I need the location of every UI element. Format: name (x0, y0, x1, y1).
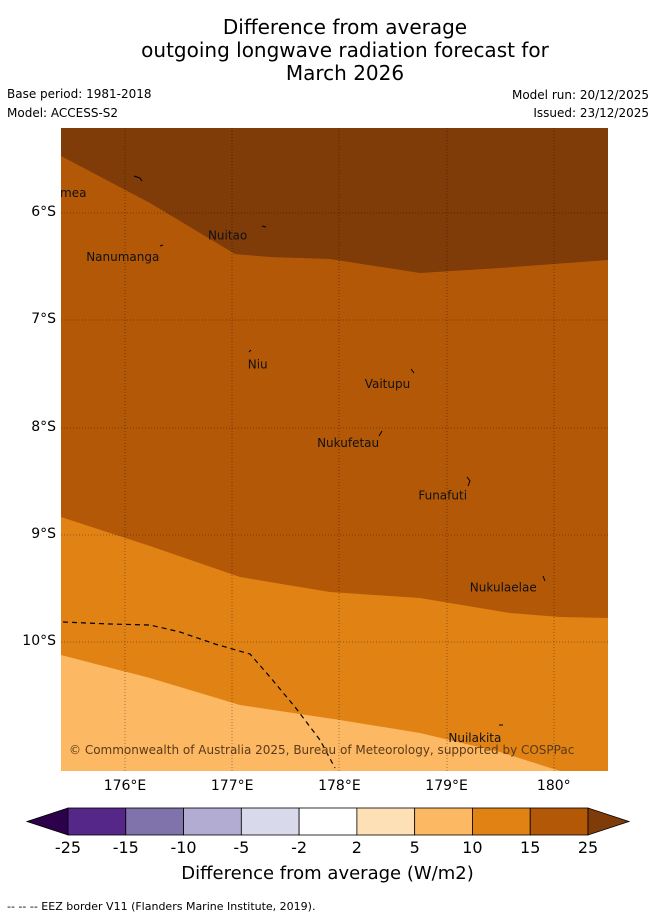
colorbar-swatch (183, 807, 242, 836)
footer-note: -- -- -- EEZ border V11 (Flanders Marine… (7, 900, 316, 913)
colorbar-tick-label: -25 (54, 838, 82, 857)
place-label: Nuitao (208, 229, 247, 243)
island-nanumanga-icon (159, 244, 164, 247)
colorbar (25, 807, 631, 836)
place-label: Nukufetau (317, 436, 379, 450)
title-line-1: Difference from average (222, 15, 468, 39)
lon-label: 178°E (318, 778, 361, 794)
colorbar-tick-label: 2 (351, 838, 362, 857)
issued-date: Issued: 23/12/2025 (533, 106, 649, 120)
model-run: Model run: 20/12/2025 (511, 88, 649, 102)
colorbar-swatch (414, 807, 473, 836)
colorbar-tick-label: -10 (170, 838, 197, 857)
colorbar-swatch (356, 807, 416, 836)
island-vaitupu-icon (410, 368, 415, 374)
band-above-25 (61, 128, 608, 273)
island-nuitao-icon (261, 225, 267, 228)
colorbar-tick-label: -15 (112, 838, 139, 857)
colorbar-swatch (67, 807, 127, 836)
colorbar-swatch (529, 807, 589, 836)
map-layers: Nanumea Nuitao Nanumanga Niu Vaitupu Nukufeta… (29, 128, 608, 771)
island-niu-icon (248, 349, 252, 353)
lon-label: 177°E (210, 778, 254, 794)
eez-border (62, 621, 336, 769)
lat-label: 7°S (31, 311, 56, 328)
colorbar-swatch (125, 807, 184, 836)
colorbar-tick-label: 25 (577, 838, 599, 857)
copyright-notice: © Commonwealth of Australia 2025, Bureau… (69, 743, 574, 757)
model-name: Model: ACCESS-S2 (7, 106, 119, 120)
place-labels: Nanumea Nuitao Nanumanga Niu Vaitupu Nukufeta… (29, 186, 537, 745)
colorbar-tick-label: 10 (462, 838, 483, 857)
lat-label: 10°S (22, 633, 56, 650)
base-period: Base period: 1981-2018 (7, 87, 152, 101)
place-label: Funafuti (418, 488, 467, 502)
place-label: Nanumea (29, 186, 87, 200)
islands (133, 175, 546, 726)
place-label: Vaitupu (365, 377, 411, 391)
lon-label: 179°E (425, 778, 468, 794)
title-line-2: outgoing longwave radiation forecast for (141, 38, 549, 62)
lat-label: 8°S (31, 418, 56, 435)
island-funafuti-icon (466, 476, 471, 487)
colorbar-swatch (472, 807, 531, 836)
colorbar-tick-label: 5 (409, 838, 420, 857)
lat-label: 6°S (31, 204, 56, 220)
place-label: Nukulaelae (470, 581, 537, 595)
lon-label: 180° (536, 778, 571, 794)
lat-label: 9°S (31, 525, 56, 542)
place-label: Niu (248, 357, 268, 371)
colorbar-swatch (298, 807, 358, 836)
island-nanumea-icon (133, 175, 143, 182)
place-label: Nanumanga (86, 250, 159, 264)
colorbar-tick-label: -2 (291, 838, 308, 857)
island-nukufetau-icon (378, 430, 383, 437)
place-label: Nuilakita (448, 731, 501, 745)
colorbar-tick-label: -5 (233, 838, 250, 857)
colorbar-extend-low (25, 807, 69, 836)
colorbar-swatch (240, 807, 300, 836)
colorbar-extend-high (587, 807, 631, 836)
lon-label: 176°E (103, 778, 147, 794)
title-line-3: March 2026 (285, 61, 405, 85)
colorbar-title: Difference from average (W/m2) (181, 863, 474, 884)
colorbar-tick-label: 15 (520, 838, 541, 857)
chart-title: Difference from average outgoing longwav… (0, 16, 655, 85)
island-nukulaelae-icon (542, 575, 546, 582)
graticule (61, 128, 608, 771)
